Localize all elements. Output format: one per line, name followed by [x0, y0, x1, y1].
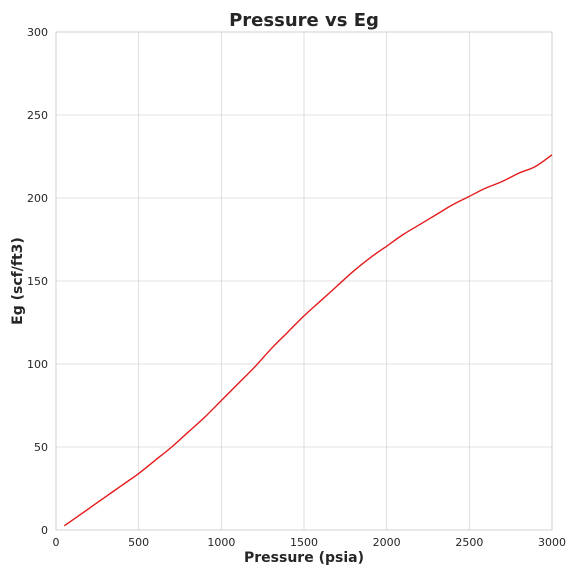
y-tick-label: 250	[27, 109, 48, 122]
y-tick-label: 100	[27, 358, 48, 371]
y-tick-label: 0	[41, 524, 48, 537]
series-line-0	[63, 154, 553, 527]
x-tick-label: 500	[128, 536, 149, 549]
x-tick-label: 1000	[207, 536, 235, 549]
y-tick-label: 200	[27, 192, 48, 205]
series-layer	[63, 154, 553, 527]
grid	[55, 31, 553, 531]
chart-title: Pressure vs Eg	[229, 10, 379, 31]
x-tick-labels: 0 500 1000 1500 2000 2500 3000	[53, 536, 567, 549]
x-axis-label: Pressure (psia)	[244, 550, 364, 566]
x-tick-label: 1500	[290, 536, 318, 549]
plot-frame	[55, 31, 553, 531]
y-axis-label: Eg (scf/ft3)	[10, 237, 26, 325]
x-tick-label: 0	[53, 536, 60, 549]
y-tick-label: 50	[34, 441, 48, 454]
y-tick-labels: 0 50 100 150 200 250 300	[27, 26, 48, 537]
x-tick-label: 3000	[538, 536, 566, 549]
y-tick-label: 150	[27, 275, 48, 288]
x-tick-label: 2000	[373, 536, 401, 549]
y-tick-label: 300	[27, 26, 48, 39]
x-tick-label: 2500	[455, 536, 483, 549]
